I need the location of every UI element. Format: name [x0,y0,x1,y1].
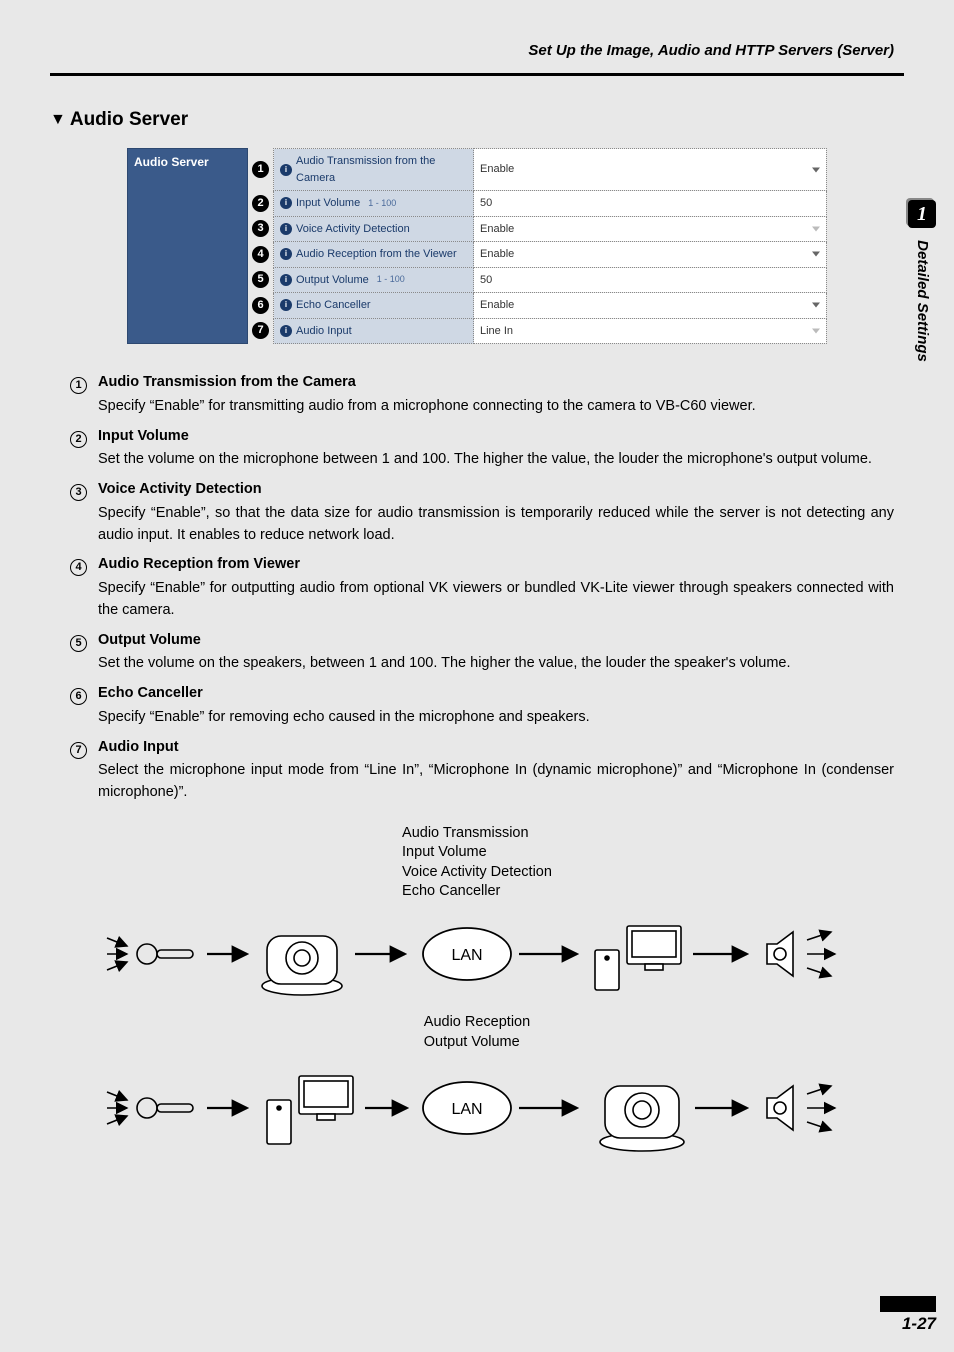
desc-body: Specify “Enable” for removing echo cause… [98,707,894,729]
setting-value-dropdown[interactable]: Line In [474,318,827,344]
page-number: 1-27 [902,1311,936,1337]
setting-value-dropdown[interactable]: Enable [474,293,827,319]
panel-title-cell: Audio Server [128,149,248,344]
setting-label: i Input Volume 1 - 100 [274,191,474,217]
flow-diagram-bottom: LAN [87,1058,867,1158]
chevron-down-icon [812,226,820,231]
side-tab: 1 Detailed Settings [908,200,936,362]
svg-text:LAN: LAN [451,947,482,964]
desc-body: Set the volume on the microphone between… [98,449,894,471]
info-icon: i [280,299,292,311]
setting-value-input[interactable]: 50 [474,191,827,217]
section-title: Audio Server [50,106,904,135]
desc-number: 6 [70,688,87,705]
row-number-1: 1 [252,161,269,178]
chapter-badge: 1 [908,200,936,228]
info-icon: i [280,248,292,260]
row-number-7: 7 [252,322,269,339]
setting-label: i Voice Activity Detection [274,216,474,242]
desc-title: Audio Input [98,737,894,759]
desc-title: Voice Activity Detection [98,479,894,501]
desc-body: Select the microphone input mode from “L… [98,760,894,804]
header-title: Set Up the Image, Audio and HTTP Servers… [50,40,904,63]
setting-label: i Audio Reception from the Viewer [274,242,474,268]
flow-diagram-top: LAN [87,908,867,1003]
setting-label: i Echo Canceller [274,293,474,319]
desc-title: Audio Reception from Viewer [98,554,894,576]
row-number-4: 4 [252,246,269,263]
diagram-label: Input Volume [402,843,552,863]
side-tab-label: Detailed Settings [914,240,931,362]
setting-label: i Audio Input [274,318,474,344]
settings-panel: Audio Server 1 i Audio Transmission from… [127,148,827,344]
camera-icon [600,1086,684,1151]
setting-value-input[interactable]: 50 [474,267,827,293]
setting-label: i Audio Transmission from the Camera [274,149,474,191]
setting-value-dropdown[interactable]: Enable [474,216,827,242]
desc-body: Specify “Enable” for transmitting audio … [98,396,894,418]
info-icon: i [280,274,292,286]
header-rule [50,73,904,76]
diagram-label: Voice Activity Detection [402,863,552,883]
diagram-label: Output Volume [424,1033,530,1053]
svg-text:LAN: LAN [451,1101,482,1118]
desc-body: Specify “Enable” for outputting audio fr… [98,578,894,622]
desc-number: 5 [70,635,87,652]
desc-body: Set the volume on the speakers, between … [98,653,894,675]
camera-icon [262,936,342,995]
diagram-label: Audio Reception [424,1013,530,1033]
row-number-2: 2 [252,195,269,212]
computer-icon [595,926,681,990]
setting-label: i Output Volume 1 - 100 [274,267,474,293]
info-icon: i [280,325,292,337]
info-icon: i [280,223,292,235]
diagram-reception: Audio Reception Output Volume [50,1013,904,1158]
desc-number: 3 [70,484,87,501]
setting-value-dropdown[interactable]: Enable [474,242,827,268]
desc-title: Input Volume [98,426,894,448]
chevron-down-icon [812,303,820,308]
chevron-down-icon [812,252,820,257]
desc-number: 4 [70,559,87,576]
lan-node: LAN [423,928,511,980]
microphone-icon [107,1092,193,1124]
desc-body: Specify “Enable”, so that the data size … [98,503,894,547]
desc-number: 2 [70,431,87,448]
desc-number: 1 [70,377,87,394]
speaker-icon [767,1086,835,1130]
info-icon: i [280,197,292,209]
diagram-transmission: Audio Transmission Input Volume Voice Ac… [50,824,904,1003]
description-list: 1 Audio Transmission from the Camera Spe… [70,372,894,804]
computer-icon [267,1076,353,1144]
row-number-6: 6 [252,297,269,314]
desc-number: 7 [70,742,87,759]
speaker-icon [767,932,835,976]
diagram-label: Echo Canceller [402,882,552,902]
lan-node: LAN [423,1082,511,1134]
setting-value-dropdown[interactable]: Enable [474,149,827,191]
desc-title: Echo Canceller [98,683,894,705]
row-number-3: 3 [252,220,269,237]
microphone-icon [107,938,193,970]
chevron-down-icon [812,328,820,333]
row-number-5: 5 [252,271,269,288]
diagram-label: Audio Transmission [402,824,552,844]
desc-title: Audio Transmission from the Camera [98,372,894,394]
desc-title: Output Volume [98,630,894,652]
chevron-down-icon [812,167,820,172]
info-icon: i [280,164,292,176]
